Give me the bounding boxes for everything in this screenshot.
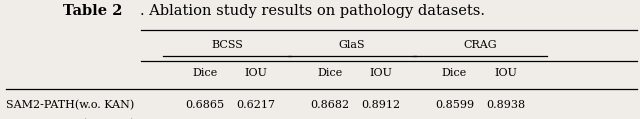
Text: IOU: IOU xyxy=(494,68,517,78)
Text: 0.9296: 0.9296 xyxy=(360,118,402,119)
Text: IOU: IOU xyxy=(369,68,392,78)
Text: 0.71: 0.71 xyxy=(191,118,218,119)
Text: Dice: Dice xyxy=(442,68,467,78)
Text: 0.849: 0.849 xyxy=(312,118,347,119)
Text: 0.6865: 0.6865 xyxy=(185,100,225,110)
Text: 0.6385: 0.6385 xyxy=(235,118,277,119)
Text: BCSS: BCSS xyxy=(211,40,243,50)
Text: SAM2-PATH(w.o. KAN): SAM2-PATH(w.o. KAN) xyxy=(6,100,134,110)
Text: 0.8938: 0.8938 xyxy=(486,100,525,110)
Text: 0.8809: 0.8809 xyxy=(433,118,476,119)
Text: CRAG: CRAG xyxy=(463,40,497,50)
Text: Dice: Dice xyxy=(317,68,342,78)
Text: 0.8599: 0.8599 xyxy=(435,100,474,110)
Text: 0.8938: 0.8938 xyxy=(484,118,527,119)
Text: Dice: Dice xyxy=(192,68,218,78)
Text: GlaS: GlaS xyxy=(339,40,365,50)
Text: 0.8912: 0.8912 xyxy=(361,100,401,110)
Text: 0.6217: 0.6217 xyxy=(237,100,275,110)
Text: IOU: IOU xyxy=(244,68,268,78)
Text: . Ablation study results on pathology datasets.: . Ablation study results on pathology da… xyxy=(140,4,484,18)
Text: 0.8682: 0.8682 xyxy=(310,100,349,110)
Text: SAM2-PATH(w. KAN): SAM2-PATH(w. KAN) xyxy=(6,118,136,119)
Text: Table 2: Table 2 xyxy=(63,4,122,18)
